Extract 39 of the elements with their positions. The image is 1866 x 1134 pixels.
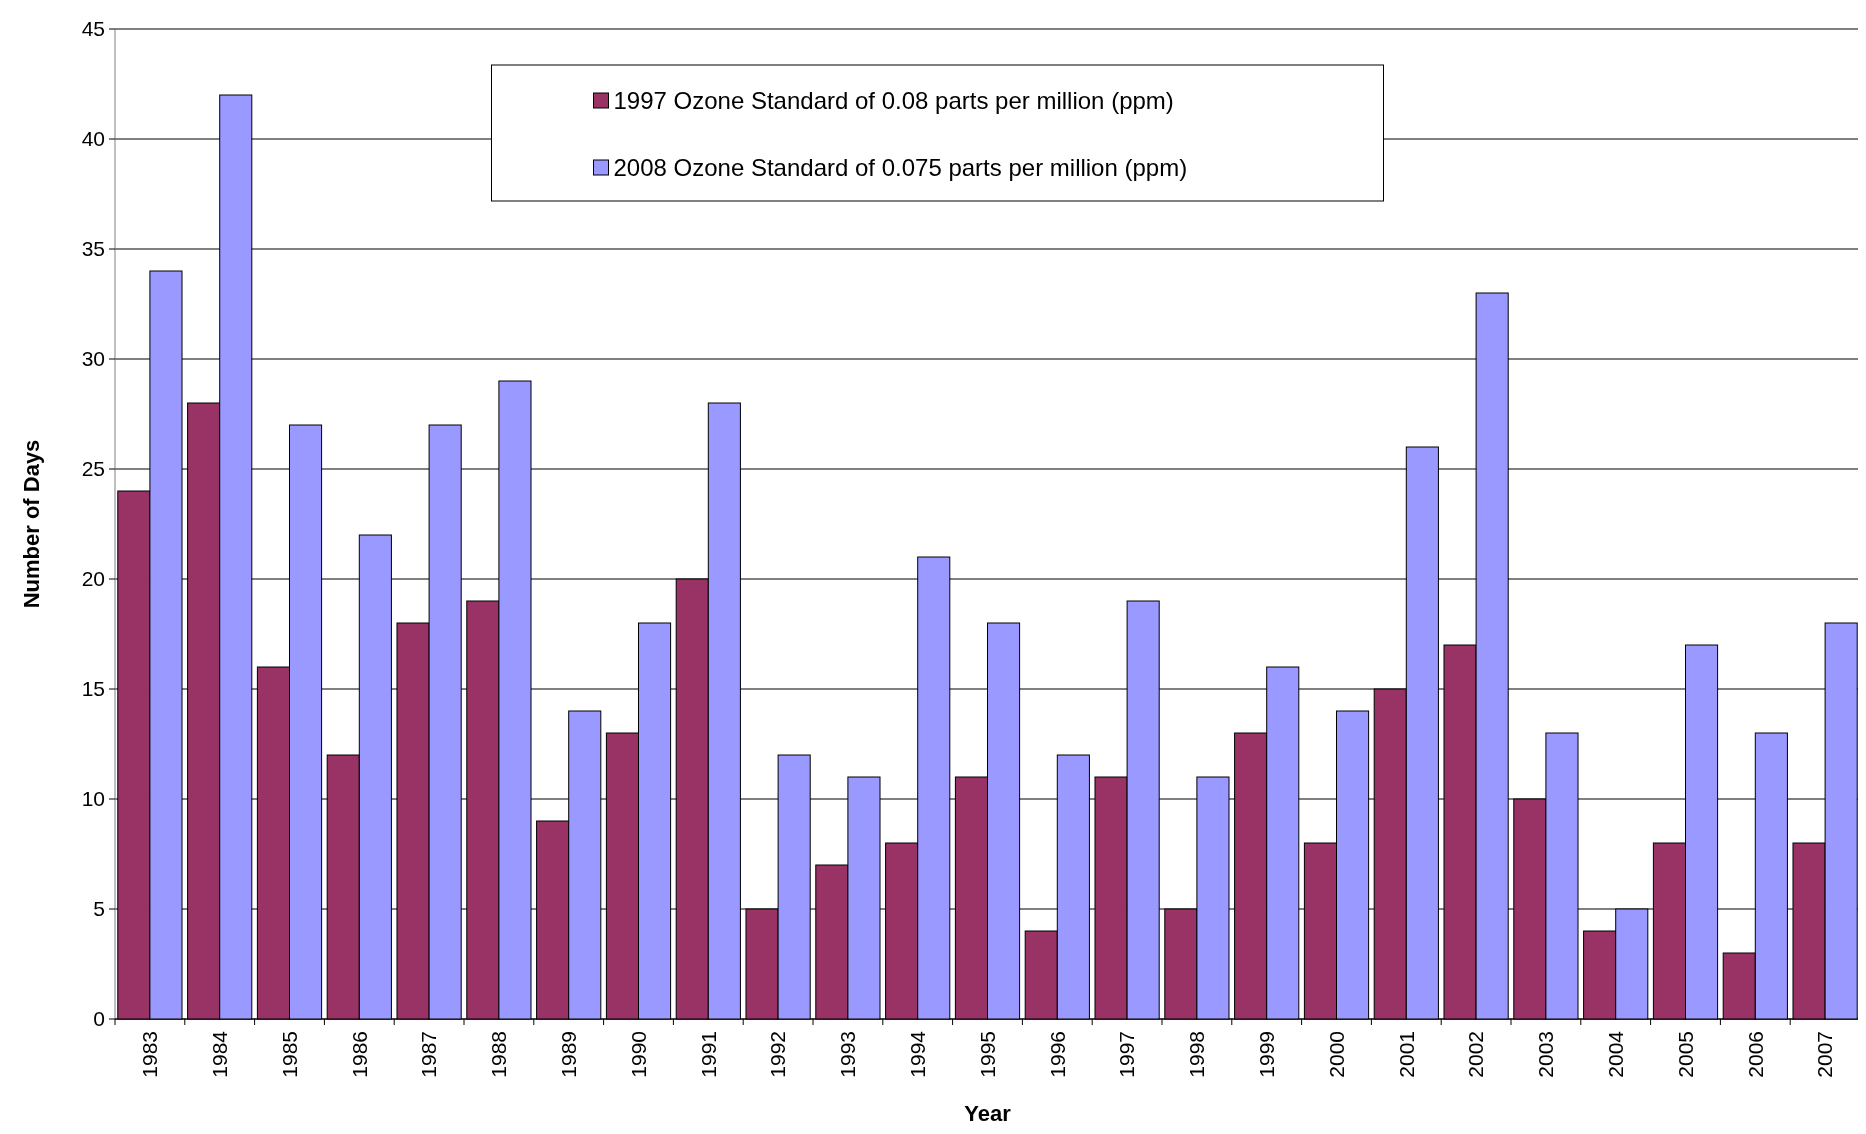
x-tick-label: 1991: [696, 1031, 720, 1078]
x-tick-label: 1988: [487, 1031, 511, 1078]
y-tick-label: 15: [81, 677, 105, 701]
x-tick-label: 1993: [836, 1031, 860, 1078]
y-tick-label: 10: [81, 787, 105, 811]
y-tick-label: 35: [81, 237, 105, 261]
x-tick-label: 1999: [1255, 1031, 1279, 1078]
legend-label: 2008 Ozone Standard of 0.075 parts per million (ppm): [613, 154, 1188, 182]
y-tick-label: 45: [81, 17, 105, 41]
x-tick-label: 1998: [1185, 1031, 1209, 1078]
y-axis-title: Number of Days: [19, 439, 44, 609]
y-tick-label: 0: [93, 1007, 105, 1031]
x-tick-label: 1987: [417, 1031, 441, 1078]
x-tick-label: 2003: [1534, 1031, 1558, 1078]
x-tick-label: 1994: [906, 1030, 930, 1078]
x-tick-label: 1989: [557, 1031, 581, 1078]
x-tick-label: 1992: [766, 1031, 790, 1078]
x-tick-label: 2006: [1743, 1031, 1767, 1078]
x-axis-title: Year: [964, 1101, 1012, 1126]
y-tick-label: 25: [81, 457, 105, 481]
x-tick-label: 2004: [1604, 1030, 1628, 1078]
x-tick-label: 1995: [975, 1031, 999, 1078]
x-tick-label: 2000: [1324, 1031, 1348, 1078]
y-tick-label: 5: [93, 897, 105, 921]
x-tick-label: 2007: [1813, 1031, 1837, 1078]
x-tick-label: 1986: [347, 1031, 371, 1078]
legend-label: 1997 Ozone Standard of 0.08 parts per million (ppm): [613, 87, 1174, 115]
x-tick-label: 2005: [1673, 1031, 1697, 1078]
x-tick-label: 2001: [1394, 1031, 1418, 1078]
x-tick-label: 1990: [626, 1031, 650, 1078]
y-tick-label: 30: [81, 347, 105, 371]
x-tick-label: 1985: [277, 1031, 301, 1078]
x-tick-label: 1997: [1115, 1031, 1139, 1078]
x-tick-label: 1996: [1045, 1031, 1069, 1078]
x-tick-label: 1984: [208, 1030, 232, 1078]
y-tick-label: 20: [81, 567, 105, 591]
y-tick-label: 40: [81, 127, 105, 151]
x-tick-label: 2002: [1464, 1031, 1488, 1078]
x-tick-label: 1983: [138, 1031, 162, 1078]
